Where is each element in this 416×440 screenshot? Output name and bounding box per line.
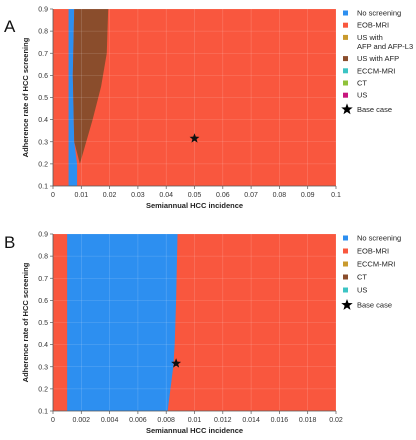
x-tick-label: 0 xyxy=(51,192,55,199)
x-tick-label: 0.01 xyxy=(188,417,202,424)
y-tick-label: 0.8 xyxy=(38,254,48,261)
legend-swatch xyxy=(343,34,348,40)
region-no-screening xyxy=(67,234,178,411)
x-tick-label: 0.01 xyxy=(74,192,88,199)
y-tick-label: 0.7 xyxy=(38,51,48,58)
legend: No screening EOB-MRI US with AFP and AFP-L3… xyxy=(341,9,413,115)
legend-label: ECCM-MRI xyxy=(357,66,395,75)
x-tick-label: 0.012 xyxy=(214,417,232,424)
x-tick-label: 0.018 xyxy=(299,417,317,424)
y-tick-label: 0.9 xyxy=(38,7,48,14)
y-tick-label: 0.8 xyxy=(38,29,48,36)
y-tick-label: 0.7 xyxy=(38,276,48,283)
x-tick-label: 0.09 xyxy=(301,192,315,199)
legend-swatch xyxy=(343,68,348,74)
y-tick-label: 0.3 xyxy=(38,139,48,146)
legend-label: US xyxy=(357,286,367,295)
x-axis-label: Semiannual HCC incidence xyxy=(146,426,243,435)
x-tick-label: 0.06 xyxy=(216,192,230,199)
legend-swatch xyxy=(343,248,348,254)
region-no-screening xyxy=(68,9,78,186)
y-tick-label: 0.2 xyxy=(38,386,48,393)
legend-label: CT xyxy=(357,79,367,88)
legend-label: No screening xyxy=(357,9,401,18)
legend-label-line: AFP and AFP-L3 xyxy=(357,42,413,51)
legend-swatch xyxy=(343,56,348,62)
legend-label: Base case xyxy=(357,105,392,114)
x-tick-label: 0.008 xyxy=(157,417,175,424)
x-tick-label: 0.08 xyxy=(273,192,287,199)
legend-swatch xyxy=(343,261,348,267)
x-tick-label: 0.006 xyxy=(129,417,147,424)
x-tick-label: 0.1 xyxy=(331,192,341,199)
x-axis-label: Semiannual HCC incidence xyxy=(146,201,243,210)
x-tick-label: 0.016 xyxy=(271,417,289,424)
x-tick-label: 0.02 xyxy=(329,417,343,424)
x-tick-label: 0.03 xyxy=(131,192,145,199)
legend-label: No screening xyxy=(357,234,401,243)
y-axis-label: Adherence rate of HCC screening xyxy=(21,262,30,382)
x-tick-label: 0.002 xyxy=(73,417,91,424)
y-tick-label: 0.1 xyxy=(38,184,48,191)
y-tick-label: 0.1 xyxy=(38,409,48,416)
legend-label-line: US with xyxy=(357,33,383,42)
y-tick-label: 0.4 xyxy=(38,117,48,124)
x-tick-label: 0.004 xyxy=(101,417,119,424)
legend-swatch xyxy=(343,10,348,16)
legend-label: CT xyxy=(357,273,367,282)
base-case-marker xyxy=(189,133,200,143)
legend-label: Base case xyxy=(357,301,392,310)
y-tick-label: 0.4 xyxy=(38,342,48,349)
legend-swatch xyxy=(343,92,348,98)
legend-label: ECCM-MRI xyxy=(357,260,395,269)
legend-star-icon xyxy=(341,103,353,115)
y-axis-label: Adherence rate of HCC screening xyxy=(21,37,30,157)
panel-letter: B xyxy=(4,233,15,252)
legend-swatch xyxy=(343,80,348,86)
y-tick-label: 0.3 xyxy=(38,364,48,371)
y-tick-label: 0.5 xyxy=(38,320,48,327)
chart-panel-b: B 0 0.002 0.004 0.006 0.008 0.01 0.012 0.014 0.01… xyxy=(4,232,401,436)
legend: No screening EOB-MRI ECCM-MRI CT US Base case xyxy=(341,234,401,310)
x-tick-label: 0.04 xyxy=(159,192,173,199)
legend-label: US xyxy=(357,91,367,100)
x-tick-label: 0.02 xyxy=(103,192,117,199)
chart-panel-a: A 0 0.01 0.02 0.03 0.04 0.05 0.06 0.07 0.08 0.09 0.… xyxy=(4,7,413,211)
legend-swatch xyxy=(343,22,348,28)
y-tick-label: 0.2 xyxy=(38,161,48,168)
panel-letter: A xyxy=(4,17,16,36)
y-tick-label: 0.9 xyxy=(38,232,48,239)
legend-swatch xyxy=(343,287,348,293)
x-tick-label: 0.07 xyxy=(244,192,258,199)
x-tick-label: 0.014 xyxy=(242,417,260,424)
legend-swatch xyxy=(343,235,348,241)
legend-star-icon xyxy=(341,299,353,310)
legend-label: EOB-MRI xyxy=(357,247,389,256)
legend-label: EOB-MRI xyxy=(357,21,389,30)
x-tick-label: 0 xyxy=(51,417,55,424)
y-tick-label: 0.6 xyxy=(38,73,48,80)
x-tick-label: 0.05 xyxy=(188,192,202,199)
y-tick-label: 0.6 xyxy=(38,298,48,305)
y-tick-label: 0.5 xyxy=(38,95,48,102)
legend-label: US with AFP and AFP-L3 xyxy=(357,33,413,51)
legend-swatch xyxy=(343,274,348,280)
base-case-marker xyxy=(171,358,182,368)
legend-label: US with AFP xyxy=(357,54,399,63)
region-us-with-afp xyxy=(72,9,109,164)
